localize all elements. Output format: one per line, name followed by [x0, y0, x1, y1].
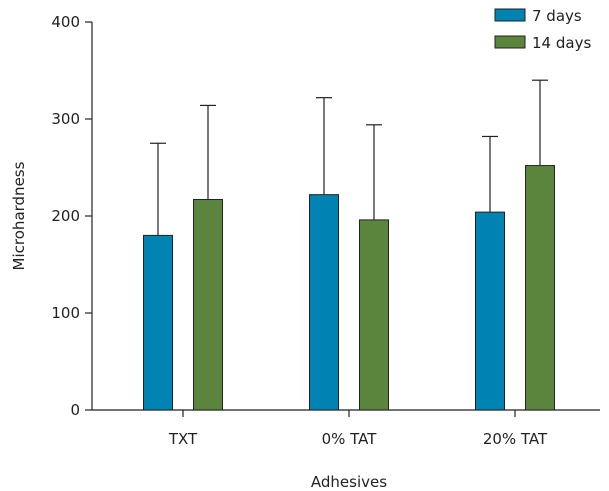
y-tick-label: 300: [51, 110, 80, 128]
x-tick-label: TXT: [168, 430, 198, 448]
error-bars: [150, 79, 548, 236]
y-tick-label: 400: [51, 13, 80, 31]
y-ticks: 0 100 200 300 400: [51, 13, 92, 419]
bar: [193, 199, 223, 411]
bar: [309, 194, 339, 411]
bar: [475, 211, 505, 411]
bar: [525, 165, 555, 411]
y-tick-label: 0: [70, 401, 80, 419]
y-tick-label: 200: [51, 207, 80, 225]
legend-swatch: [494, 8, 526, 22]
x-tick-label: 0% TAT: [322, 430, 378, 448]
bar: [359, 219, 389, 411]
y-tick-label: 100: [51, 304, 80, 322]
legend-swatch: [494, 35, 526, 49]
bars: [143, 165, 555, 411]
x-ticks: TXT 0% TAT 20% TAT: [168, 410, 548, 448]
x-tick-label: 20% TAT: [483, 430, 548, 448]
x-axis-title: Adhesives: [311, 473, 387, 491]
legend-label: 7 days: [532, 7, 582, 25]
y-axis-title: Microhardness: [10, 161, 28, 270]
bar: [143, 234, 173, 411]
legend: 7 days 14 days: [494, 7, 591, 52]
legend-label: 14 days: [532, 34, 591, 52]
